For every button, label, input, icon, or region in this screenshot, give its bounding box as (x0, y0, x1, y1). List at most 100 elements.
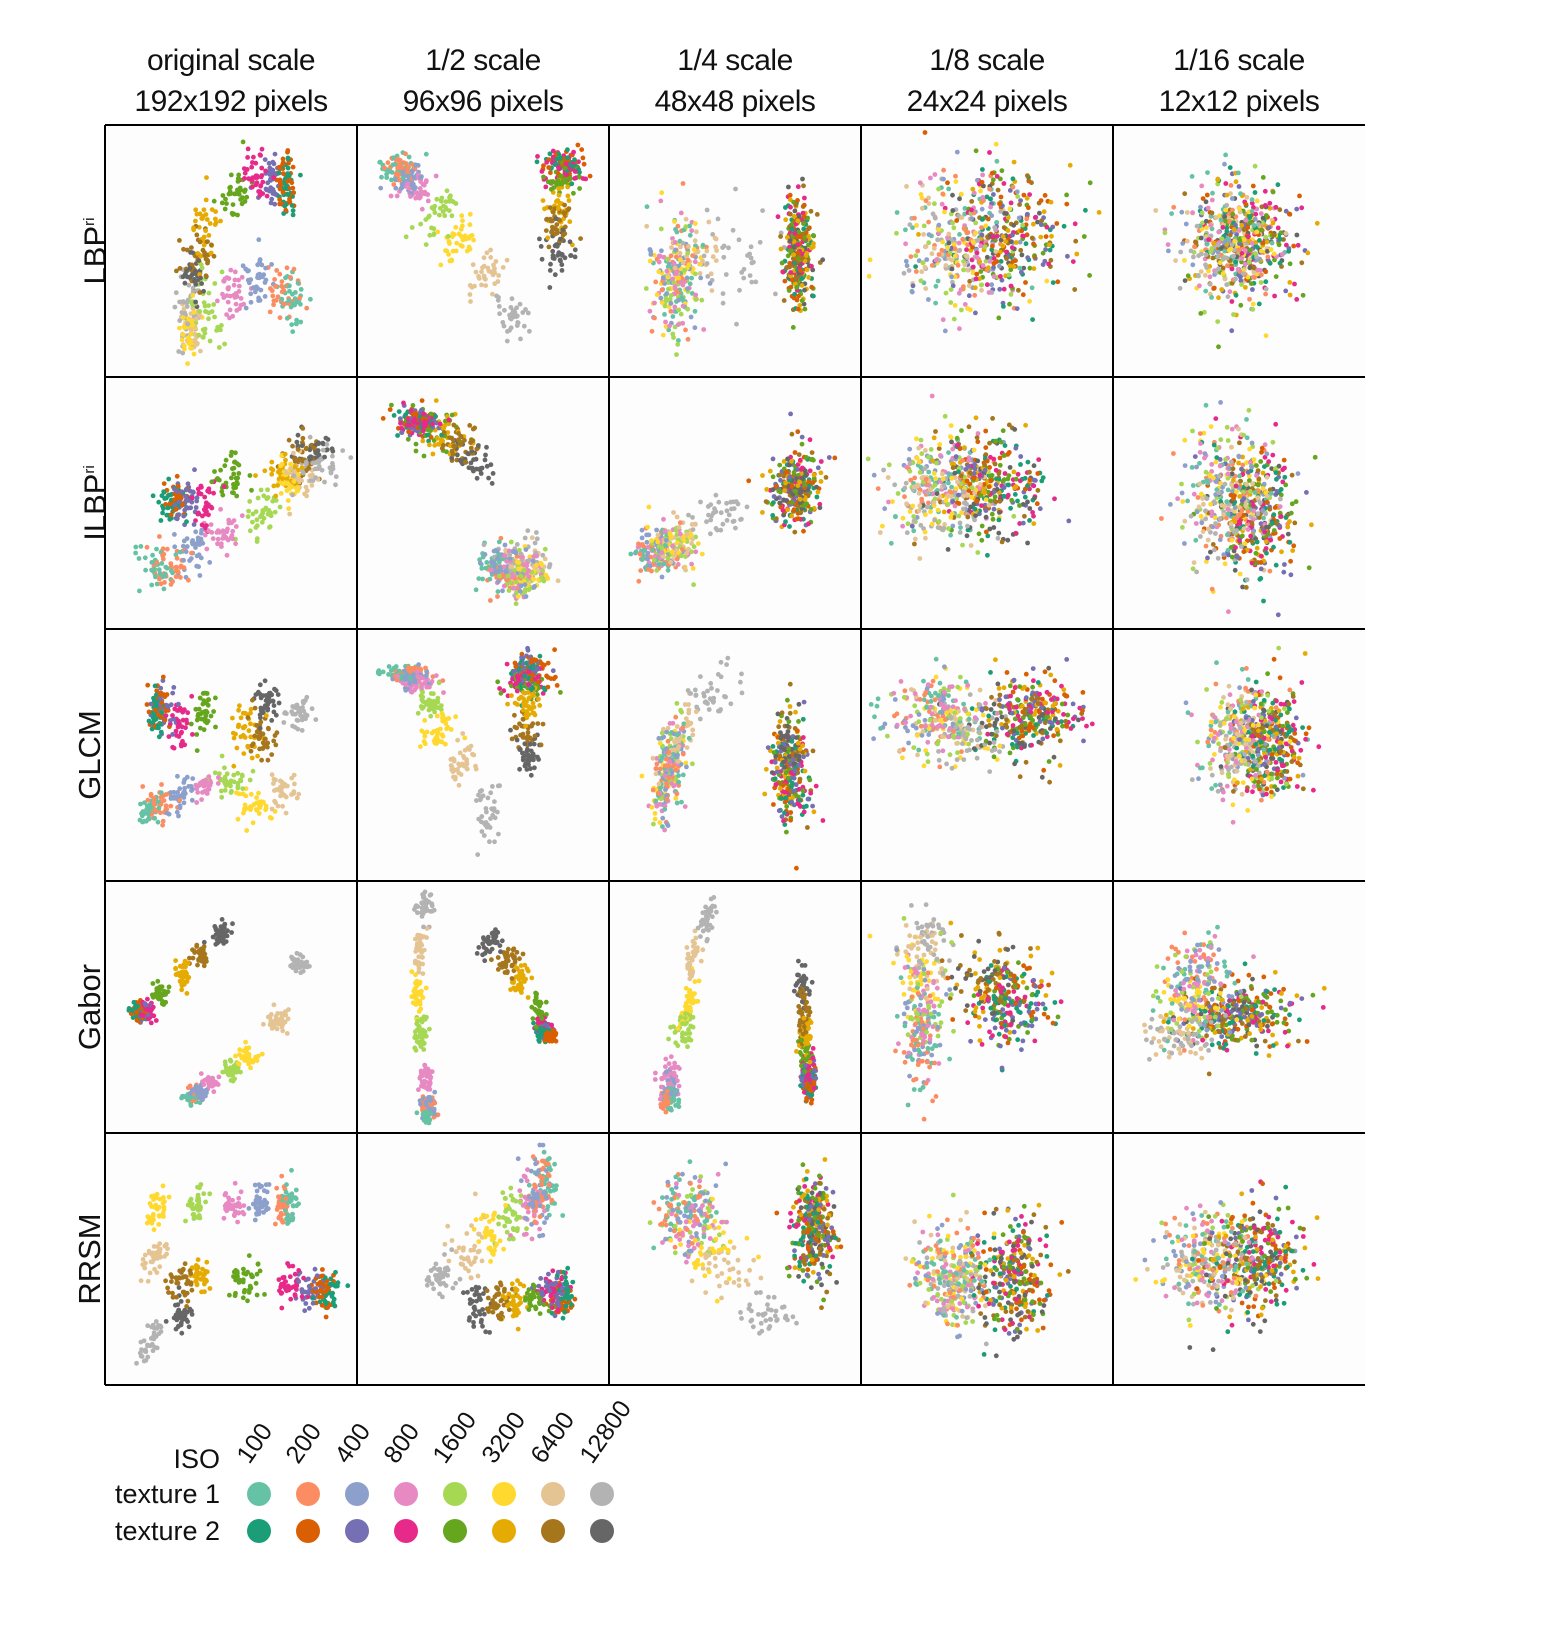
data-point-texture2-iso-12800 (770, 487, 776, 493)
data-point-texture1-iso-1600 (668, 293, 674, 298)
data-point-texture1-iso-6400 (644, 223, 650, 229)
data-point-texture2-iso-6400 (458, 433, 464, 439)
data-point-texture1-iso-12800 (1229, 242, 1235, 248)
data-point-texture1-iso-1600 (894, 230, 899, 236)
data-point-texture1-iso-800 (227, 315, 232, 321)
data-point-texture1-iso-200 (157, 534, 162, 539)
data-point-texture2-iso-3200 (1041, 209, 1047, 215)
data-point-texture2-iso-800 (241, 166, 247, 171)
data-point-texture1-iso-1600 (674, 352, 679, 357)
data-point-texture2-iso-400 (1065, 253, 1070, 259)
data-point-texture1-iso-12800 (547, 562, 553, 567)
data-point-texture2-iso-100 (1227, 165, 1233, 170)
data-point-texture1-iso-400 (664, 291, 670, 296)
data-point-texture1-iso-800 (510, 585, 516, 591)
data-point-texture2-iso-100 (290, 212, 296, 218)
data-point-texture1-iso-800 (218, 506, 223, 512)
data-point-texture1-iso-400 (248, 299, 254, 305)
data-point-texture1-iso-1600 (265, 495, 271, 500)
scatter-plot (628, 411, 838, 588)
data-point-texture1-iso-12800 (713, 509, 719, 515)
data-point-texture2-iso-1600 (999, 168, 1005, 174)
data-point-texture2-iso-12800 (192, 271, 197, 276)
data-point-texture1-iso-400 (207, 560, 213, 565)
row-title-superscript: ri (81, 465, 98, 474)
data-point-texture2-iso-100 (792, 291, 797, 297)
data-point-texture1-iso-12800 (1256, 222, 1261, 227)
data-point-texture2-iso-12800 (781, 512, 786, 518)
data-point-texture1-iso-200 (685, 257, 691, 263)
data-point-texture1-iso-1600 (506, 573, 511, 579)
data-point-texture2-iso-200 (277, 197, 283, 202)
data-point-texture2-iso-100 (289, 203, 295, 208)
data-point-texture1-iso-400 (654, 527, 659, 533)
data-point-texture2-iso-400 (176, 499, 182, 505)
data-point-texture1-iso-100 (487, 576, 493, 582)
data-point-texture2-iso-3200 (282, 451, 288, 457)
data-point-texture1-iso-400 (200, 540, 206, 546)
data-point-texture1-iso-800 (501, 564, 507, 570)
data-point-texture1-iso-1600 (250, 511, 256, 517)
data-point-texture2-iso-200 (795, 234, 801, 240)
data-point-texture2-iso-200 (792, 450, 798, 455)
data-point-texture2-iso-800 (1299, 205, 1305, 211)
data-point-texture2-iso-400 (1024, 212, 1030, 217)
data-point-texture2-iso-800 (795, 184, 801, 190)
data-point-texture1-iso-800 (928, 175, 933, 181)
data-point-texture2-iso-400 (1043, 247, 1048, 252)
data-point-texture1-iso-400 (644, 532, 649, 538)
data-point-texture1-iso-12800 (172, 304, 178, 310)
data-point-texture1-iso-100 (149, 582, 155, 588)
data-point-texture1-iso-400 (504, 569, 509, 575)
data-point-texture1-iso-6400 (674, 514, 680, 520)
data-point-texture1-iso-1600 (683, 224, 689, 230)
data-point-texture1-iso-100 (1249, 197, 1255, 203)
data-point-texture2-iso-12800 (551, 256, 557, 261)
data-point-texture2-iso-200 (1064, 201, 1070, 207)
data-point-texture2-iso-100 (792, 260, 798, 266)
data-point-texture1-iso-800 (233, 301, 239, 307)
column-title-scale: 1/16 scale (1173, 44, 1305, 77)
data-point-texture1-iso-6400 (1153, 208, 1159, 213)
data-point-texture2-iso-6400 (562, 211, 568, 217)
data-point-texture2-iso-200 (1263, 269, 1269, 275)
data-point-texture1-iso-100 (483, 565, 489, 571)
data-point-texture1-iso-12800 (348, 455, 354, 460)
data-point-texture1-iso-1600 (254, 539, 260, 544)
data-point-texture1-iso-200 (385, 160, 391, 166)
data-point-texture2-iso-12800 (558, 258, 563, 264)
data-point-texture2-iso-800 (806, 521, 811, 527)
data-point-texture2-iso-12800 (1008, 239, 1014, 245)
data-point-texture2-iso-1600 (428, 411, 434, 417)
data-point-texture1-iso-200 (189, 550, 194, 556)
data-point-texture1-iso-800 (656, 259, 662, 265)
data-point-texture2-iso-1600 (222, 463, 228, 469)
data-point-texture1-iso-6400 (684, 531, 690, 537)
data-point-texture2-iso-400 (815, 465, 821, 471)
data-point-texture2-iso-12800 (449, 455, 455, 461)
data-point-texture2-iso-3200 (1011, 264, 1017, 269)
data-point-texture2-iso-800 (1072, 221, 1078, 227)
data-point-texture1-iso-800 (957, 326, 962, 332)
data-point-texture1-iso-800 (226, 276, 232, 281)
data-point-texture2-iso-1600 (551, 185, 557, 190)
data-point-texture1-iso-12800 (1214, 270, 1219, 275)
data-point-texture2-iso-12800 (814, 484, 819, 490)
data-point-texture1-iso-200 (912, 215, 917, 221)
data-point-texture1-iso-1600 (948, 300, 954, 305)
data-point-texture1-iso-400 (477, 560, 483, 566)
data-point-texture2-iso-800 (199, 484, 204, 490)
data-point-texture1-iso-400 (251, 285, 257, 290)
data-point-texture1-iso-800 (1209, 197, 1215, 203)
data-point-texture1-iso-3200 (177, 325, 182, 331)
data-point-texture2-iso-800 (1262, 188, 1268, 194)
data-point-texture1-iso-6400 (495, 279, 501, 284)
data-point-texture1-iso-1600 (678, 553, 684, 559)
data-point-texture1-iso-100 (480, 576, 485, 582)
data-point-texture2-iso-800 (437, 421, 443, 427)
data-point-texture2-iso-6400 (969, 199, 975, 204)
data-point-texture2-iso-200 (1031, 241, 1036, 247)
data-point-texture2-iso-6400 (805, 226, 811, 232)
data-point-texture1-iso-6400 (198, 348, 203, 354)
data-point-texture1-iso-100 (1189, 174, 1195, 179)
